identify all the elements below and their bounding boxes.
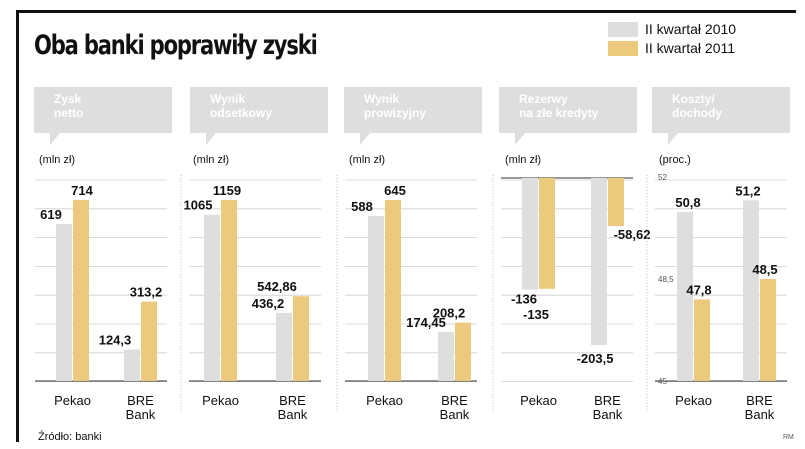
bar-2011 bbox=[141, 301, 157, 381]
panel-unit: (mln zł) bbox=[39, 154, 75, 166]
category-label: Bank bbox=[593, 407, 623, 422]
panel-bubble bbox=[34, 87, 172, 145]
data-label: 588 bbox=[351, 199, 373, 214]
bar-2010 bbox=[522, 178, 538, 290]
frame-top-rule bbox=[16, 10, 796, 13]
bar-2011 bbox=[760, 279, 776, 381]
panel-unit: (mln zł) bbox=[349, 154, 385, 166]
data-label: 1159 bbox=[213, 183, 241, 198]
data-label: -136 bbox=[511, 292, 537, 307]
bar-2011 bbox=[385, 200, 401, 381]
author-initials: RM bbox=[783, 434, 794, 441]
panel-unit: (proc.) bbox=[659, 154, 691, 166]
bar-2010 bbox=[56, 224, 72, 381]
data-label: 50,8 bbox=[675, 195, 700, 210]
data-label: 47,8 bbox=[686, 282, 711, 297]
panel-title-line: Wynik bbox=[210, 92, 245, 106]
data-label: 645 bbox=[384, 183, 406, 198]
bar-2011 bbox=[455, 322, 471, 381]
panel-bubble bbox=[499, 87, 637, 145]
category-label: BRE bbox=[279, 393, 306, 408]
category-label: Bank bbox=[126, 407, 156, 422]
panel-title-line: Koszty/ bbox=[672, 92, 715, 106]
category-label: Bank bbox=[278, 407, 308, 422]
panel-bubble bbox=[190, 87, 328, 145]
data-label: 174,45 bbox=[406, 315, 446, 330]
category-label: Pekao bbox=[54, 393, 91, 408]
bar-2010 bbox=[743, 200, 759, 381]
bar-2010 bbox=[438, 332, 454, 381]
data-label: -135 bbox=[523, 307, 549, 322]
category-label: Pekao bbox=[202, 393, 239, 408]
panel-title-line: odsetkowy bbox=[210, 106, 272, 120]
panel-title-line: Rezerwy bbox=[519, 92, 568, 106]
data-label: 208,2 bbox=[433, 306, 466, 321]
frame-left-rule bbox=[16, 10, 19, 442]
data-label: 1065 bbox=[184, 198, 213, 213]
legend-label-2011: II kwartał 2011 bbox=[645, 40, 736, 56]
bar-2011 bbox=[73, 200, 89, 381]
data-label: 313,2 bbox=[130, 285, 163, 300]
panel-bubble bbox=[652, 87, 790, 145]
panel-title-line: Wynik bbox=[364, 92, 399, 106]
legend-item-2011: II kwartał 2011 bbox=[608, 39, 798, 57]
data-label: 436,2 bbox=[252, 296, 285, 311]
bar-2011 bbox=[608, 178, 624, 227]
panel-unit: (mln zł) bbox=[193, 154, 229, 166]
y-tick-label: 52 bbox=[658, 173, 667, 182]
category-label: BRE bbox=[441, 393, 468, 408]
bar-2011 bbox=[293, 296, 309, 381]
category-label: Bank bbox=[745, 407, 775, 422]
category-label: Pekao bbox=[520, 393, 557, 408]
panel-title-line: Zysk bbox=[54, 92, 82, 106]
category-label: BRE bbox=[594, 393, 621, 408]
panel-unit: (mln zł) bbox=[505, 154, 541, 166]
bar-2010 bbox=[276, 312, 292, 381]
category-label: Pekao bbox=[675, 393, 712, 408]
panel-title-line: prowizyjny bbox=[364, 106, 426, 120]
category-label: BRE bbox=[746, 393, 773, 408]
data-label: 714 bbox=[71, 183, 93, 198]
category-label: BRE bbox=[127, 393, 154, 408]
bar-2011 bbox=[221, 200, 237, 381]
bar-2010 bbox=[368, 215, 384, 381]
data-label: 619 bbox=[40, 207, 62, 222]
bar-2010 bbox=[591, 178, 607, 345]
data-label: -58,62 bbox=[614, 227, 651, 242]
bar-2010 bbox=[204, 214, 220, 381]
bar-2010 bbox=[677, 211, 693, 381]
legend-swatch-2011 bbox=[608, 41, 638, 56]
panel-bubble bbox=[344, 87, 482, 145]
data-label: -203,5 bbox=[577, 351, 614, 366]
panel-title-line: na złe kredyty bbox=[519, 106, 599, 120]
category-label: Bank bbox=[440, 407, 470, 422]
panel-title-line: netto bbox=[54, 106, 83, 120]
source-note: Źródło: banki bbox=[38, 431, 102, 443]
bar-2011 bbox=[539, 178, 555, 289]
bar-2010 bbox=[124, 349, 140, 381]
data-label: 542,86 bbox=[257, 279, 297, 294]
data-label: 51,2 bbox=[735, 183, 760, 198]
data-label: 124,3 bbox=[99, 332, 132, 347]
legend-swatch-2010 bbox=[608, 22, 638, 37]
y-tick-label: 45 bbox=[658, 377, 667, 386]
y-tick-label: 48,5 bbox=[658, 275, 674, 284]
legend-label-2010: II kwartał 2010 bbox=[645, 21, 737, 37]
data-label: 48,5 bbox=[752, 262, 777, 277]
legend-item-2010: II kwartał 2010 bbox=[608, 20, 798, 38]
panel-title-line: dochody bbox=[672, 106, 722, 120]
page-title: Oba banki poprawiły zyski bbox=[34, 30, 318, 61]
category-label: Pekao bbox=[366, 393, 403, 408]
bar-2011 bbox=[694, 299, 710, 381]
